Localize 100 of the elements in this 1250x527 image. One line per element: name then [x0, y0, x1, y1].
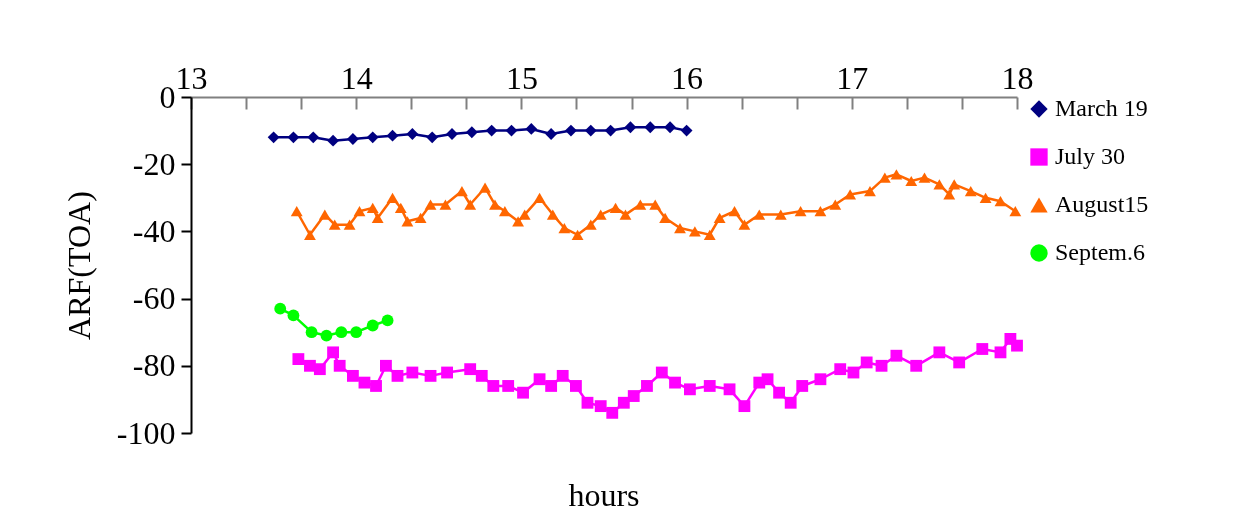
point: [1009, 206, 1022, 217]
y-tick-label: -60: [132, 280, 176, 317]
point: [394, 202, 407, 213]
point: [358, 376, 371, 389]
point: [391, 369, 404, 382]
point: [386, 129, 399, 142]
point: [456, 185, 468, 197]
point: [844, 189, 857, 200]
point: [948, 179, 961, 190]
point: [350, 326, 363, 339]
point: [774, 209, 787, 220]
point: [287, 309, 300, 322]
point: [533, 373, 546, 386]
point: [370, 380, 382, 392]
point: [609, 202, 622, 213]
point: [489, 199, 501, 210]
point: [814, 206, 827, 217]
point: [318, 209, 331, 220]
point: [546, 209, 559, 220]
point: [366, 131, 379, 144]
point: [943, 189, 956, 200]
point: [964, 185, 977, 197]
point: [627, 390, 640, 402]
point: [545, 128, 558, 140]
point: [464, 363, 477, 376]
point: [439, 199, 452, 210]
point: [498, 206, 511, 217]
point: [571, 229, 584, 240]
point: [414, 212, 427, 224]
point: [703, 380, 716, 392]
point: [619, 209, 632, 220]
point: [680, 124, 693, 137]
point: [953, 356, 966, 369]
point: [918, 172, 931, 183]
point: [366, 202, 379, 213]
point: [644, 121, 657, 134]
legend-label: August15: [1055, 191, 1149, 217]
y-tick-label: -80: [132, 347, 176, 384]
point: [307, 131, 320, 144]
point: [664, 121, 676, 134]
legend-label: Septem.6: [1055, 239, 1145, 265]
point: [753, 209, 766, 220]
point: [979, 192, 992, 203]
point: [1011, 339, 1023, 352]
point: [335, 326, 348, 339]
point: [875, 359, 888, 372]
point: [380, 359, 392, 372]
x-tick-label: 16: [671, 59, 704, 96]
point: [343, 219, 356, 230]
point: [688, 226, 701, 237]
point: [333, 359, 346, 372]
point: [346, 369, 359, 382]
x-tick-label: 17: [836, 59, 869, 96]
point: [320, 329, 333, 342]
point: [669, 376, 681, 389]
point: [860, 356, 873, 369]
point: [594, 400, 607, 413]
point: [381, 314, 394, 327]
point: [267, 131, 280, 144]
point: [565, 124, 577, 137]
point: [518, 209, 531, 220]
point: [814, 373, 827, 386]
point: [890, 349, 903, 362]
point: [890, 169, 903, 180]
point: [464, 199, 477, 210]
point: [287, 131, 300, 144]
point: [327, 346, 339, 359]
point: [634, 199, 647, 210]
point: [829, 199, 842, 210]
point: [502, 380, 515, 392]
point: [406, 366, 419, 379]
x-tick-label: 14: [340, 59, 373, 96]
point: [479, 182, 491, 193]
point: [517, 386, 529, 399]
point: [328, 219, 341, 230]
point: [624, 121, 637, 134]
point: [703, 229, 716, 240]
point: [728, 206, 741, 217]
point: [604, 124, 617, 137]
legend-label: March 19: [1055, 95, 1148, 121]
point: [655, 366, 668, 379]
point: [617, 396, 630, 409]
point: [353, 206, 366, 217]
y-tick-label: -20: [132, 145, 176, 182]
y-tick-label: -100: [116, 414, 176, 451]
point: [545, 380, 558, 392]
point: [570, 380, 582, 392]
x-tick-label: 15: [505, 59, 538, 96]
point: [304, 229, 316, 240]
point: [976, 343, 989, 355]
point: [994, 196, 1007, 207]
x-axis-title: hours: [568, 477, 640, 513]
point: [674, 222, 686, 234]
point: [366, 319, 379, 332]
point: [794, 206, 807, 217]
legend-label: July 30: [1055, 143, 1126, 169]
point: [594, 209, 607, 220]
point: [525, 123, 538, 135]
point: [290, 206, 303, 217]
point: [905, 175, 918, 187]
